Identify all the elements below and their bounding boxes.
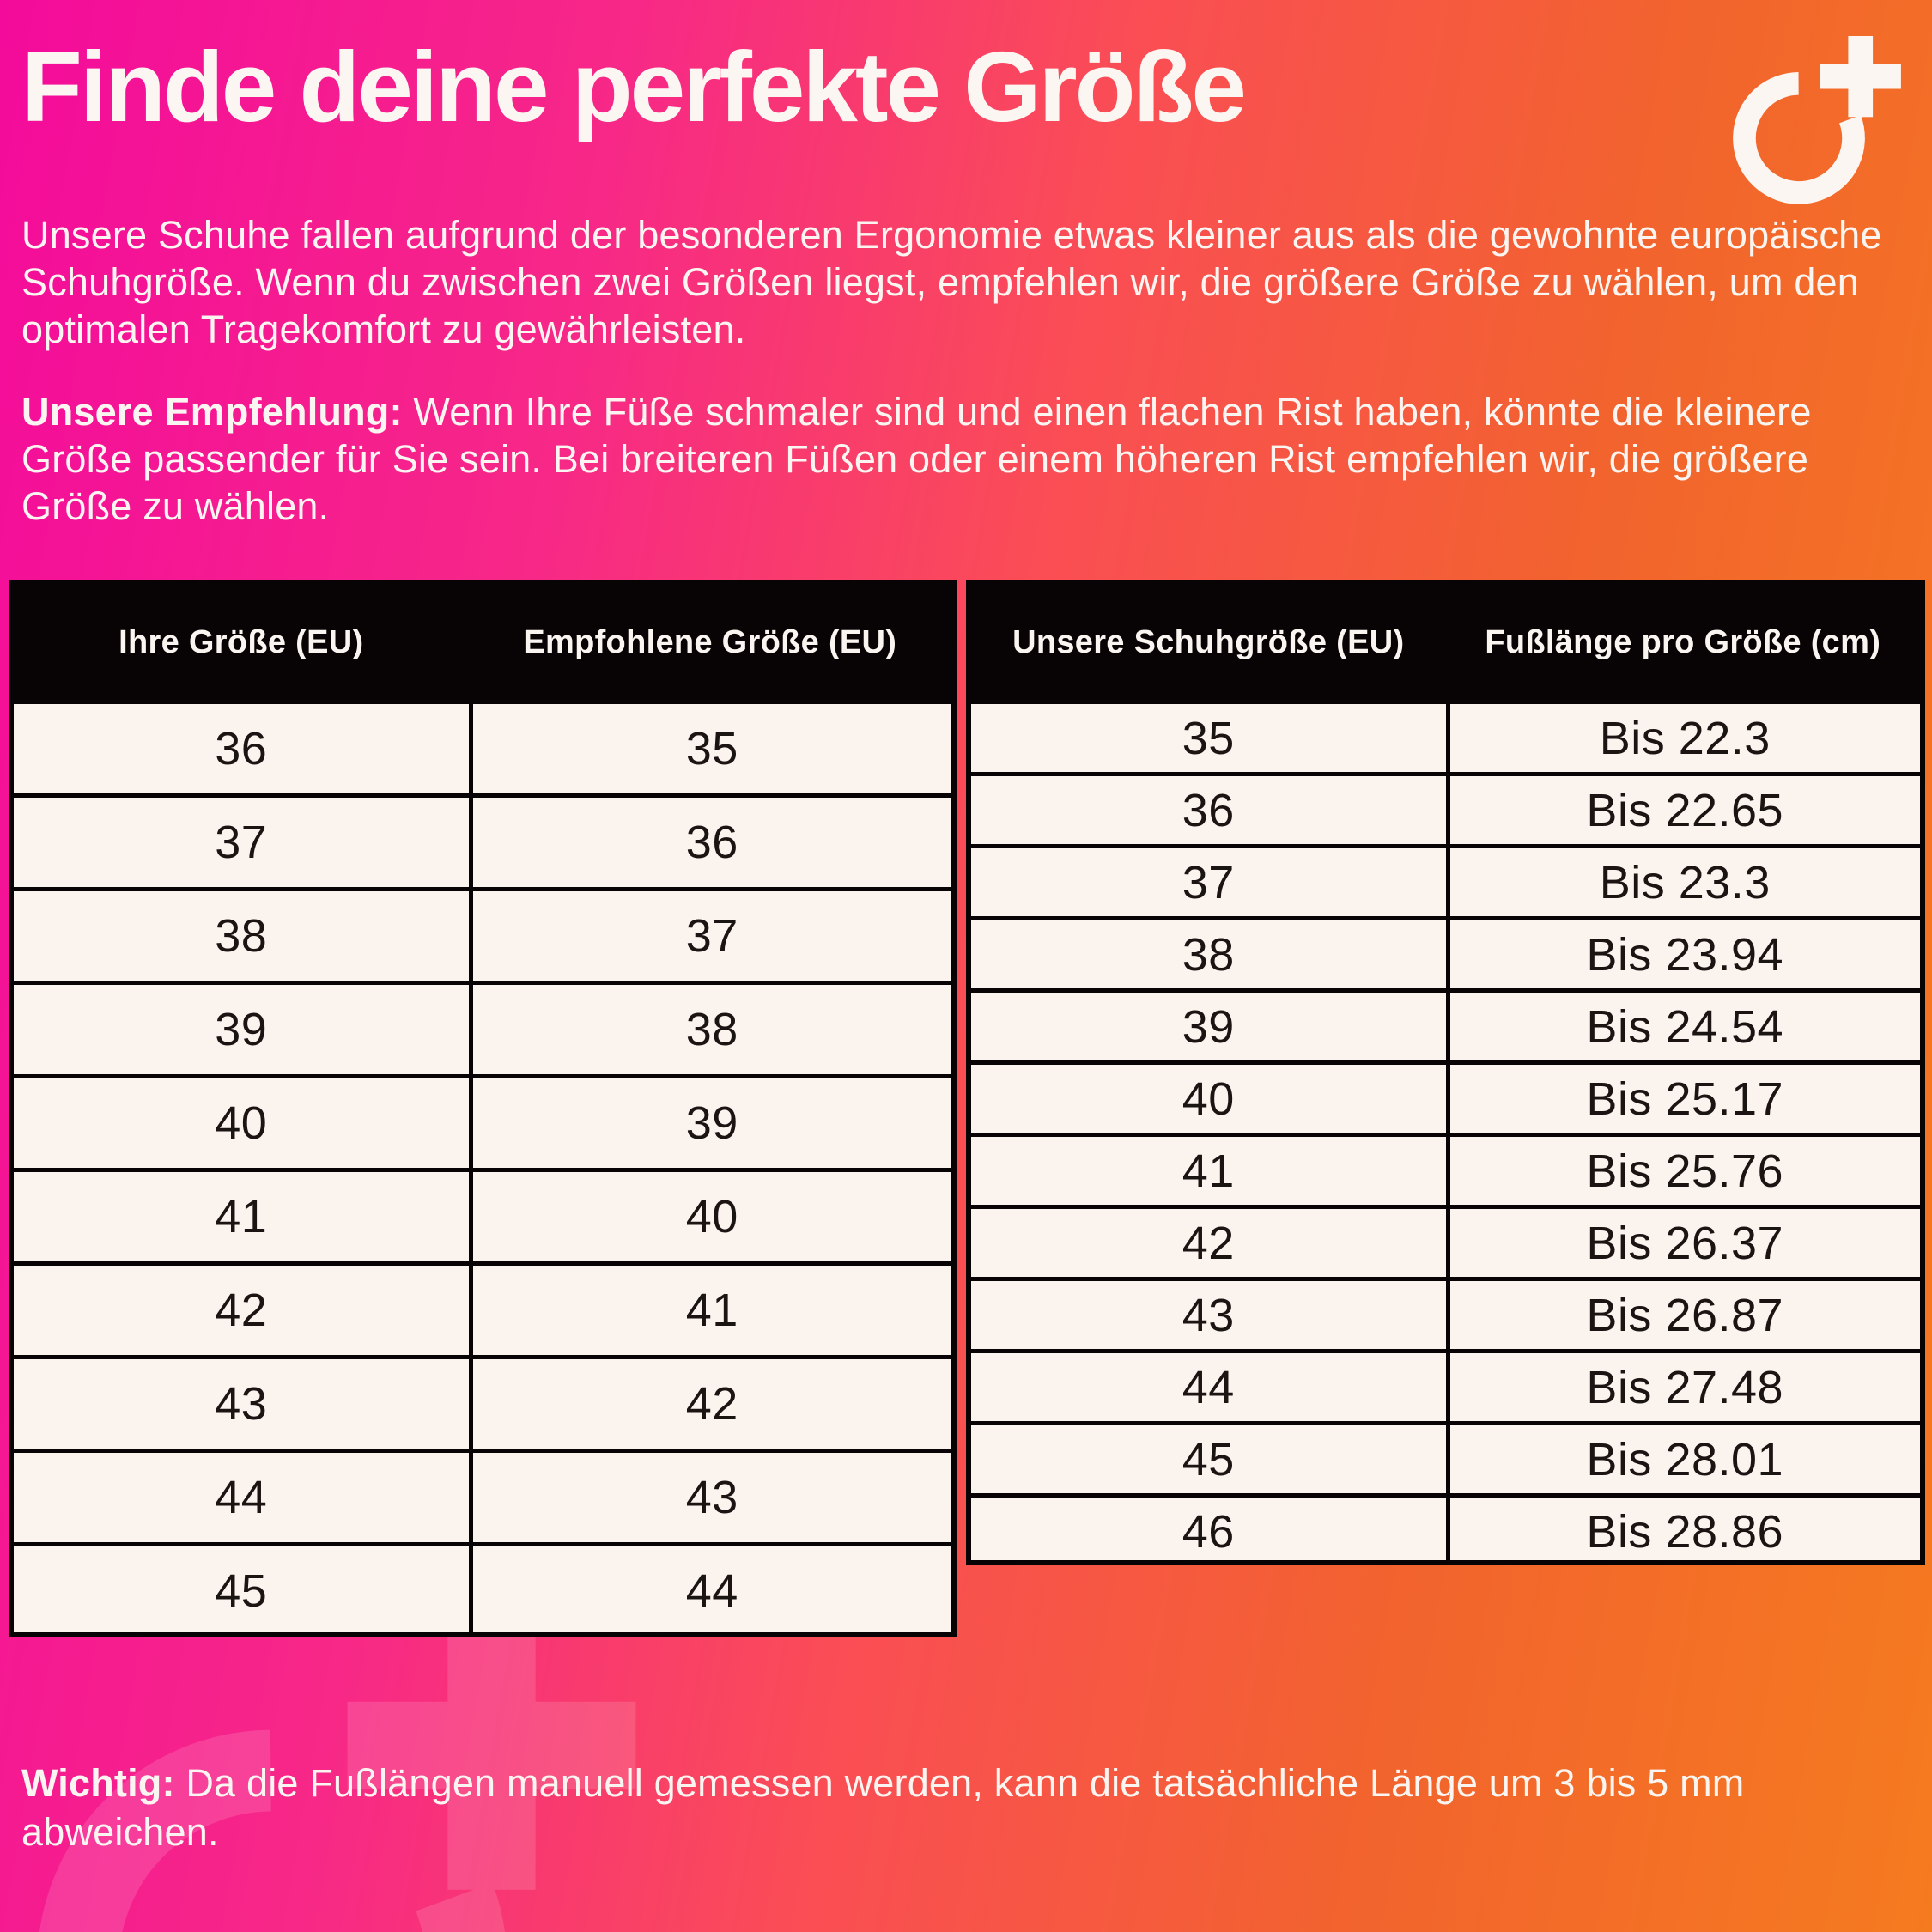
table-cell: Bis 26.87 [1445,1281,1921,1349]
table-row: 46 Bis 28.86 [971,1493,1920,1565]
table-body: 35 Bis 22.3 36 Bis 22.65 37 Bis 23.3 38 Bis 23.… [971,700,1920,1565]
table-row: 37 Bis 23.3 [971,844,1920,916]
table-cell: 43 [1182,1289,1235,1341]
table-row: 39 Bis 24.54 [971,988,1920,1060]
table-cell: 37 [468,891,951,981]
table-cell: 38 [215,910,268,962]
table-cell: Bis 27.48 [1445,1353,1921,1421]
table-cell: Bis 23.94 [1445,920,1921,988]
page-title: Finde deine perfekte Größe [21,31,1247,143]
table-cell: 39 [215,1004,268,1055]
table-cell: Bis 23.3 [1445,848,1921,916]
table-cell: 44 [215,1472,268,1523]
table-cell: 36 [468,798,951,887]
table-cell: 39 [1182,1000,1235,1053]
table-row: 45 Bis 28.01 [971,1421,1920,1493]
table-row: 38 Bis 23.94 [971,916,1920,988]
table-header-row: Unsere Schuhgröße (EU) Fußlänge pro Größ… [971,585,1920,700]
table-row: 41 Bis 25.76 [971,1133,1920,1205]
table-cell: Bis 24.54 [1445,993,1921,1060]
table-cell: 41 [1182,1145,1235,1197]
recommendation-paragraph: Unsere Empfehlung: Wenn Ihre Füße schmal… [21,388,1898,530]
table-cell: 41 [468,1266,951,1355]
table-cell: 40 [1182,1072,1235,1125]
table-row: 39 38 [14,981,951,1074]
table-cell: 37 [1182,856,1235,908]
table-cell: 40 [468,1172,951,1261]
size-recommendation-table: Ihre Größe (EU) Empfohlene Größe (EU) 36… [9,580,957,1637]
column-header-foot-length: Fußlänge pro Größe (cm) [1485,623,1881,660]
table-cell: 36 [215,723,268,775]
table-row: 45 44 [14,1542,951,1636]
table-cell: Bis 25.17 [1445,1065,1921,1133]
table-row: 42 Bis 26.37 [971,1205,1920,1277]
table-cell: 44 [1182,1361,1235,1413]
table-cell: 42 [1182,1217,1235,1269]
table-body: 36 35 37 36 38 37 39 38 40 39 41 40 42 41 43 42 44 43 45 44 [14,700,951,1636]
column-header-recommended-size: Empfohlene Größe (EU) [523,623,897,660]
table-cell: 43 [215,1378,268,1430]
table-cell: 39 [468,1078,951,1168]
table-row: 40 39 [14,1074,951,1168]
table-cell: 38 [468,985,951,1074]
table-row: 36 35 [14,700,951,793]
table-cell: 38 [1182,928,1235,981]
table-row: 41 40 [14,1168,951,1261]
table-cell: 35 [468,704,951,793]
table-row: 36 Bis 22.65 [971,772,1920,844]
table-cell: 41 [215,1191,268,1242]
recommendation-text: Wenn Ihre Füße schmaler sind und einen f… [21,390,1812,528]
table-cell: Bis 28.86 [1445,1498,1921,1565]
table-cell: 46 [1182,1505,1235,1558]
table-row: 35 Bis 22.3 [971,700,1920,772]
note-text: Da die Fußlängen manuell gemessen werden… [21,1761,1745,1854]
column-header-your-size: Ihre Größe (EU) [118,623,364,660]
table-row: 38 37 [14,887,951,981]
table-row: 44 Bis 27.48 [971,1349,1920,1421]
table-cell: 43 [468,1453,951,1542]
table-row: 44 43 [14,1449,951,1542]
table-cell: 44 [468,1546,951,1636]
table-cell: 45 [215,1565,268,1617]
table-cell: Bis 22.3 [1445,704,1921,772]
table-cell: Bis 26.37 [1445,1209,1921,1277]
table-row: 40 Bis 25.17 [971,1060,1920,1133]
circle-plus-logo-icon [1733,36,1901,204]
table-row: 43 42 [14,1355,951,1449]
table-header-row: Ihre Größe (EU) Empfohlene Größe (EU) [14,585,951,700]
intro-paragraph: Unsere Schuhe fallen aufgrund der besond… [21,211,1898,353]
note-label: Wichtig: [21,1761,175,1805]
table-row: 43 Bis 26.87 [971,1277,1920,1349]
table-cell: 42 [468,1359,951,1449]
table-cell: 36 [1182,784,1235,836]
table-cell: 45 [1182,1433,1235,1485]
table-cell: Bis 25.76 [1445,1137,1921,1205]
foot-length-table: Unsere Schuhgröße (EU) Fußlänge pro Größ… [966,580,1925,1565]
table-cell: 42 [215,1285,268,1336]
table-row: 42 41 [14,1261,951,1355]
recommendation-label: Unsere Empfehlung: [21,390,403,434]
table-cell: Bis 28.01 [1445,1425,1921,1493]
table-cell: 37 [215,817,268,868]
table-row: 37 36 [14,793,951,887]
table-cell: 35 [1182,712,1235,764]
footer-note: Wichtig: Da die Fußlängen manuell gemess… [21,1759,1898,1856]
table-cell: Bis 22.65 [1445,776,1921,844]
column-header-our-shoe-size: Unsere Schuhgröße (EU) [1012,623,1405,660]
intro-text: Unsere Schuhe fallen aufgrund der besond… [21,213,1882,351]
table-cell: 40 [215,1097,268,1149]
